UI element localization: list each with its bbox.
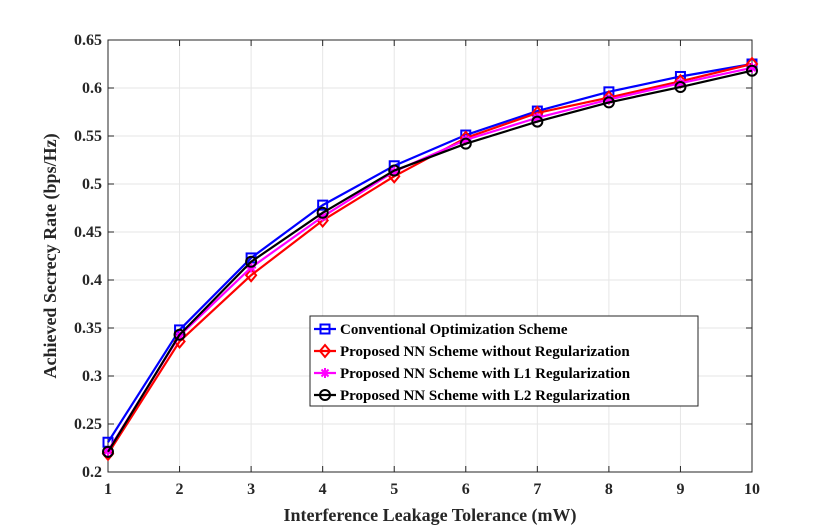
circle-marker xyxy=(245,255,258,268)
y-tick-label: 0.35 xyxy=(74,320,102,337)
x-tick-label: 6 xyxy=(462,481,470,498)
legend-label: Proposed NN Scheme with L2 Regularizatio… xyxy=(340,388,631,404)
x-tick-label: 8 xyxy=(605,481,613,498)
series-layer xyxy=(101,56,759,462)
y-tick-label: 0.65 xyxy=(74,32,102,49)
circle-marker xyxy=(674,81,687,94)
circle-marker xyxy=(316,206,329,219)
circle-marker xyxy=(531,115,544,128)
y-tick-label: 0.2 xyxy=(82,464,102,481)
y-tick-label: 0.3 xyxy=(82,368,102,385)
circle-marker xyxy=(319,389,331,401)
series-line xyxy=(107,62,753,443)
y-tick-label: 0.5 xyxy=(82,176,102,193)
x-tick-label: 3 xyxy=(247,481,255,498)
x-tick-label: 2 xyxy=(176,481,184,498)
legend-entry: Conventional Optimization Scheme xyxy=(314,322,568,338)
legend-entry: Proposed NN Scheme with L1 Regularizatio… xyxy=(314,366,631,382)
legend-label: Proposed NN Scheme without Regularizatio… xyxy=(340,344,630,360)
circle-marker xyxy=(102,445,114,458)
y-tick-label: 0.25 xyxy=(74,416,102,433)
square-marker xyxy=(319,323,331,335)
x-tick-label: 9 xyxy=(676,481,684,498)
y-tick-label: 0.4 xyxy=(82,272,102,289)
square-marker xyxy=(317,199,329,211)
series-line xyxy=(107,66,753,452)
star-stroke xyxy=(461,135,470,145)
series-4 xyxy=(102,64,758,458)
y-axis-title: Achieved Secrecy Rate (bps/Hz) xyxy=(40,133,61,378)
star-stroke xyxy=(318,212,327,221)
circle-marker xyxy=(459,137,472,150)
diamond-marker xyxy=(318,343,332,359)
legend: Conventional Optimization Scheme Proposed… xyxy=(309,315,699,407)
x-tick-label: 5 xyxy=(390,481,398,498)
legend-entry: Proposed NN Scheme without Regularizatio… xyxy=(314,343,630,360)
y-tick-label: 0.6 xyxy=(82,80,102,97)
y-tick-label: 0.45 xyxy=(74,224,102,241)
star-stroke xyxy=(676,78,685,88)
plot-frame xyxy=(107,39,753,473)
star-stroke xyxy=(320,368,330,378)
legend-label: Proposed NN Scheme with L1 Regularizatio… xyxy=(340,366,631,382)
x-tick-label: 7 xyxy=(533,481,541,498)
series-line xyxy=(107,69,753,453)
circle-marker xyxy=(388,164,401,177)
y-tick-label: 0.55 xyxy=(74,128,102,145)
x-tick-label: 1 xyxy=(104,481,112,498)
star-marker xyxy=(320,368,330,378)
x-tick-label: 10 xyxy=(744,481,760,498)
axis-ticks xyxy=(107,39,753,473)
legend-entry: Proposed NN Scheme with L2 Regularizatio… xyxy=(314,388,631,404)
legend-label: Conventional Optimization Scheme xyxy=(340,322,568,338)
legend-box xyxy=(309,315,699,407)
diamond-marker xyxy=(244,267,258,283)
tick-labels: 1 2 3 4 5 6 7 8 9 10 0.2 0.25 0.3 0.35 0.4 0.45 0.5 0.55 0… xyxy=(74,32,760,498)
circle-marker xyxy=(746,64,758,77)
circle-marker xyxy=(602,96,615,109)
circle-marker xyxy=(173,328,186,341)
star-stroke xyxy=(533,113,542,122)
x-axis-title: Interference Leakage Tolerance (mW) xyxy=(283,505,576,526)
x-tick-label: 4 xyxy=(319,481,327,498)
